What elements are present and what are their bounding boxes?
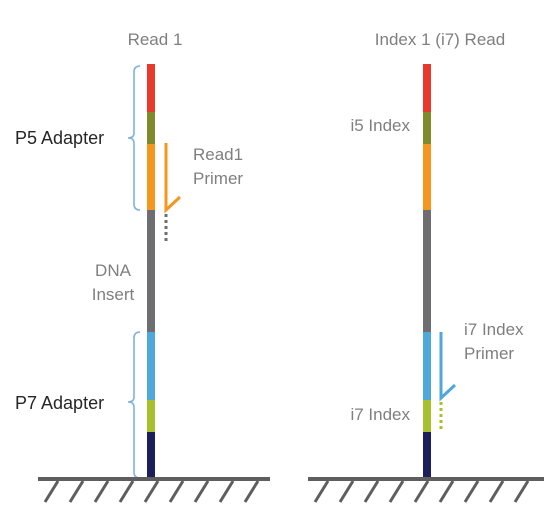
p5-adapter-bracket bbox=[127, 65, 141, 211]
read1-strand bbox=[147, 64, 155, 478]
flow-cell-surface-left bbox=[38, 477, 270, 503]
i7-index-primer bbox=[439, 332, 457, 432]
p7-adapter-label: P7 Adapter bbox=[15, 393, 104, 413]
i7-index-label: i7 Index bbox=[350, 405, 410, 424]
read1-primer-arrow bbox=[164, 143, 182, 214]
index1-seg-lime bbox=[423, 400, 431, 432]
index1-seg-gray bbox=[423, 210, 431, 332]
read1-seg-gray bbox=[147, 210, 155, 332]
read1-seg-orange bbox=[147, 144, 155, 210]
read1-seg-red bbox=[147, 64, 155, 112]
read1-primer-label-line1: Read1 bbox=[193, 145, 243, 164]
i7-primer-label-line1: i7 Index bbox=[464, 320, 524, 339]
read1-primer-label-line2: Primer bbox=[193, 169, 243, 188]
i7-primer-label-line2: Primer bbox=[464, 344, 514, 363]
index1-title: Index 1 (i7) Read bbox=[375, 30, 505, 49]
index1-seg-olive bbox=[423, 112, 431, 144]
hatch-left bbox=[43, 480, 260, 503]
dna-insert-label-line1: DNA bbox=[95, 261, 132, 280]
index1-seg-red bbox=[423, 64, 431, 112]
i5-index-label: i5 Index bbox=[350, 116, 410, 135]
hatch-right bbox=[313, 480, 530, 503]
read1-primer bbox=[164, 143, 182, 244]
p7-adapter-bracket bbox=[127, 331, 141, 479]
index1-strand bbox=[423, 64, 431, 478]
index1-seg-blue bbox=[423, 332, 431, 400]
flow-cell-surface-right bbox=[308, 477, 544, 503]
read1-seg-blue bbox=[147, 332, 155, 400]
read1-seg-navy bbox=[147, 432, 155, 478]
index1-seg-navy bbox=[423, 432, 431, 478]
read1-seg-olive bbox=[147, 112, 155, 144]
read1-seg-lime bbox=[147, 400, 155, 432]
index1-seg-orange bbox=[423, 144, 431, 210]
p5-adapter-label: P5 Adapter bbox=[15, 128, 104, 148]
read1-title: Read 1 bbox=[128, 30, 183, 49]
dna-insert-label-line2: Insert bbox=[92, 285, 135, 304]
i7-primer-arrow bbox=[439, 332, 457, 402]
